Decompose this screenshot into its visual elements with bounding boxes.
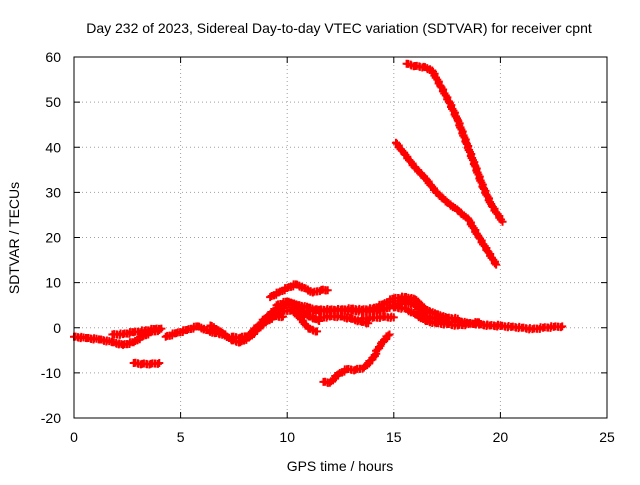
data-marker: [387, 312, 396, 321]
series-sat-g: [261, 305, 322, 336]
tick-layer: 0 5 10 15 20 25 -20 -10 0 10 20 30 40 50 60: [41, 49, 615, 445]
data-marker: [556, 323, 565, 332]
series-sat-q: [402, 59, 507, 226]
series-sat-h: [266, 280, 332, 302]
series-sat-o: [475, 320, 567, 334]
data-marker: [490, 259, 499, 268]
series-sat-p: [319, 330, 394, 387]
y-axis-label: SDTVAR / TECUs: [6, 182, 22, 294]
series-sat-j: [293, 304, 383, 321]
series-sat-b: [108, 324, 166, 339]
series-sat-m: [368, 292, 462, 324]
x-tick-label: 0: [70, 429, 78, 445]
y-tick-label: 50: [45, 94, 61, 110]
data-marker: [397, 303, 406, 312]
data-marker: [311, 327, 320, 336]
y-tick-label: 0: [53, 320, 61, 336]
x-tick-label: 15: [386, 429, 402, 445]
chart-title: Day 232 of 2023, Sidereal Day-to-day VTE…: [86, 20, 592, 36]
x-tick-label: 20: [493, 429, 509, 445]
data-marker: [370, 350, 379, 359]
x-tick-label: 25: [599, 429, 615, 445]
data-marker: [321, 286, 330, 295]
y-tick-label: 20: [45, 230, 61, 246]
y-tick-label: -10: [41, 365, 61, 381]
y-tick-label: 60: [45, 49, 61, 65]
data-point: [293, 312, 302, 321]
data-marker: [496, 215, 505, 224]
series-sat-r: [391, 138, 501, 269]
data-layer: [70, 59, 567, 387]
y-tick-label: 10: [45, 275, 61, 291]
series-sat-c: [129, 358, 164, 369]
data-marker: [384, 331, 393, 340]
x-tick-label: 5: [177, 429, 185, 445]
x-axis-label: GPS time / hours: [287, 458, 394, 474]
series-sat-l: [357, 312, 398, 323]
series-sat-n: [389, 303, 484, 330]
data-marker: [153, 359, 162, 368]
y-tick-label: 30: [45, 184, 61, 200]
x-tick-label: 10: [279, 429, 295, 445]
data-marker: [451, 313, 460, 322]
data-marker: [155, 325, 164, 334]
y-tick-label: -20: [41, 410, 61, 426]
data-marker: [374, 343, 383, 352]
y-tick-label: 40: [45, 139, 61, 155]
